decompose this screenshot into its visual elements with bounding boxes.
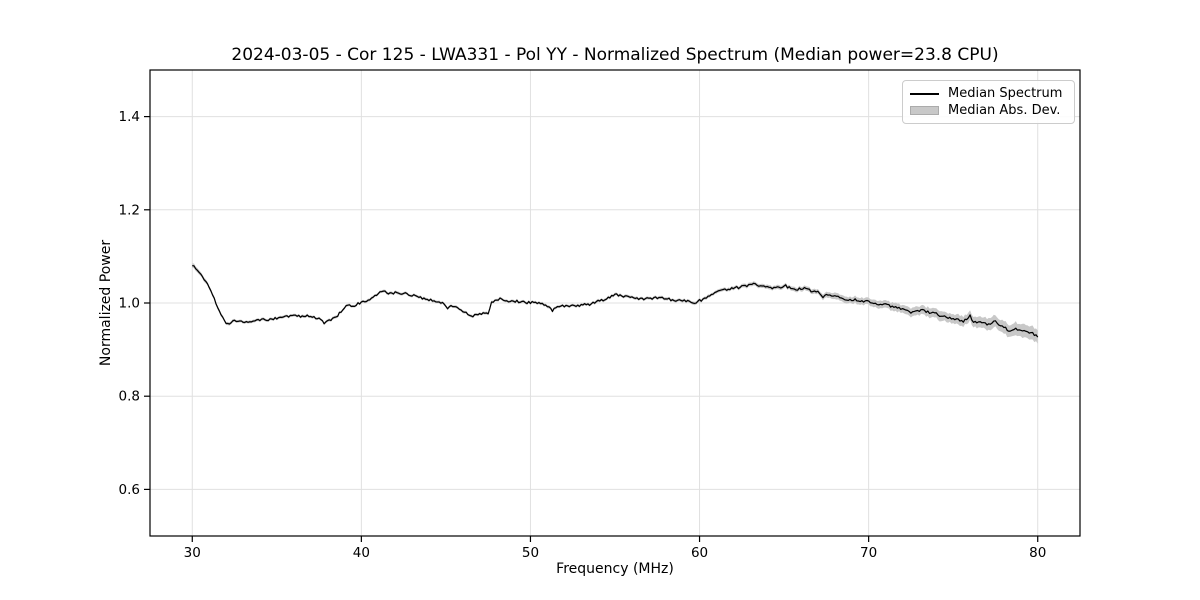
y-tick-label: 1.2	[119, 202, 140, 218]
x-tick-label: 50	[522, 545, 539, 561]
median-abs-dev-band	[192, 263, 1038, 344]
median-abs-dev-patch-swatch	[910, 106, 939, 115]
median-spectrum-line-swatch	[910, 92, 939, 95]
legend-label: Median Spectrum	[948, 86, 1063, 101]
x-tick-label: 40	[353, 545, 370, 561]
y-tick-label: 1.4	[119, 109, 140, 125]
legend-item-median-abs-dev: Median Abs. Dev.	[910, 103, 1066, 118]
x-tick-label: 30	[184, 545, 201, 561]
x-tick-label: 60	[691, 545, 708, 561]
legend-label: Median Abs. Dev.	[948, 103, 1061, 118]
y-axis-label: Normalized Power	[98, 239, 114, 367]
y-tick-label: 1.0	[119, 296, 140, 312]
median-spectrum-line	[192, 264, 1039, 338]
y-tick-label: 0.6	[119, 482, 140, 498]
y-tick-label: 0.8	[119, 389, 140, 405]
x-tick-label: 70	[860, 545, 877, 561]
legend: Median Spectrum Median Abs. Dev.	[902, 80, 1075, 124]
chart-title: 2024-03-05 - Cor 125 - LWA331 - Pol YY -…	[231, 45, 999, 65]
x-axis-label: Frequency (MHz)	[556, 561, 674, 577]
legend-item-median-spectrum: Median Spectrum	[910, 86, 1066, 101]
x-tick-label: 80	[1029, 545, 1046, 561]
